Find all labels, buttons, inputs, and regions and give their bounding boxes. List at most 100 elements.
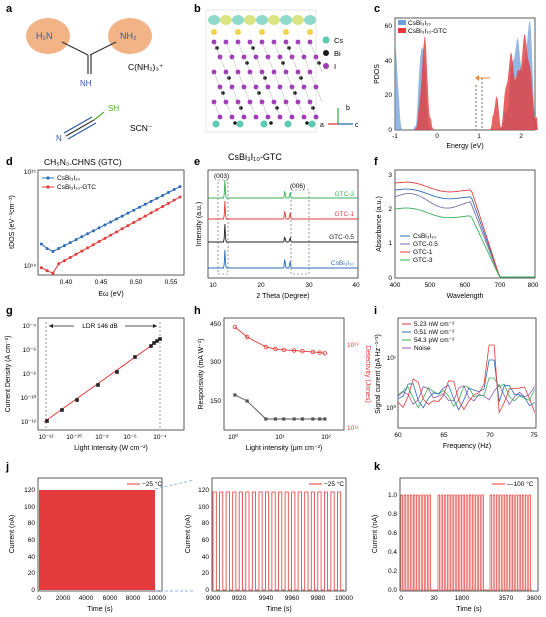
tdos-pristine-point — [120, 214, 124, 218]
h-y2tick-1: 10¹³ — [347, 342, 359, 349]
iodine-atom — [253, 114, 259, 120]
charge-lobe — [304, 15, 316, 25]
tdos-pristine-point — [57, 247, 61, 251]
n-label: N — [56, 134, 62, 143]
lattice-bond — [291, 56, 299, 73]
c-ytick-3: 60 — [385, 23, 393, 30]
charge-lobe — [244, 15, 256, 25]
nh2-right: NH₂ — [120, 31, 137, 41]
anion-label: SCN⁻ — [130, 123, 153, 133]
lattice-bond — [285, 41, 293, 58]
d-legend-0: CsBi₃I₁₀ — [57, 175, 80, 182]
lattice-bond — [231, 86, 239, 103]
k-ytick-5: 1.0 — [388, 492, 397, 499]
i-ytick-0: 10⁰ — [386, 404, 396, 412]
k-ytick-2: 0.4 — [388, 549, 397, 556]
c-xtick-3: 2 — [519, 133, 523, 140]
pdos-gtc-area — [395, 34, 538, 130]
f-legend-1: GTC-0.5 — [413, 241, 438, 248]
tdos-gtc-markers — [39, 195, 182, 275]
tdos-gtc-point — [109, 233, 113, 237]
j-xtick-4: 8000 — [126, 595, 141, 602]
tdos-pristine-point — [138, 205, 142, 209]
iodine-atom — [217, 114, 223, 120]
j-legend: −25 °C — [142, 480, 162, 488]
tdos-gtc-point — [126, 224, 130, 228]
tdos-pristine-point — [97, 226, 101, 230]
detectivity-point — [263, 344, 269, 350]
j-ytick-4: 80 — [28, 520, 36, 527]
xrd-gtc05-trace — [208, 223, 358, 243]
panel-d: d CsBi₃I₁₀ CsBi₃I₁₀-GTC 0.40 0.45 0.50 0… — [6, 156, 185, 298]
axis-a: a — [320, 122, 324, 129]
detectivity-point — [310, 349, 316, 355]
f-legend-0: CsBi₃I₁₀ — [413, 233, 436, 240]
responsivity-point — [245, 399, 249, 403]
f-xtick-4: 800 — [528, 282, 539, 289]
charge-lobe — [256, 15, 268, 25]
tdos-gtc-point — [155, 208, 159, 212]
c-xlabel: Energy (eV) — [446, 143, 483, 150]
tdos-pristine-point — [80, 235, 84, 239]
panel-b: b Cs Bi I b a c CsBi₃I₁₀-GTC — [194, 3, 359, 162]
lattice-bond — [273, 41, 281, 58]
lattice-bond — [213, 101, 221, 118]
lattice-bond — [267, 56, 275, 73]
jz-xtick-2: 9940 — [259, 595, 274, 602]
tdos-pristine-line — [41, 186, 181, 253]
lattice-bond — [213, 41, 221, 58]
tdos-pristine-point — [51, 249, 55, 253]
iodine-atom — [265, 114, 271, 120]
k-xtick-0: 0 — [399, 595, 403, 602]
h-ytick-2: 450 — [210, 321, 221, 328]
jz-ytick-5: 100 — [198, 504, 209, 511]
current-density-point — [96, 383, 100, 387]
tdos-pristine-point — [39, 242, 43, 246]
i-xtick-2: 70 — [486, 432, 494, 439]
lattice-bond — [297, 71, 305, 88]
d-ylabel: tDOS (eV⁻¹cm⁻³) — [9, 195, 16, 249]
j-xlabel: Time (s) — [87, 606, 112, 613]
orbital-right-icon — [108, 18, 152, 54]
xrd-gtc3-trace — [208, 179, 358, 199]
bismuth-atom — [269, 121, 273, 125]
jz-xtick-0: 9900 — [206, 595, 221, 602]
k-ytick-4: 0.8 — [388, 511, 397, 518]
panel-h-label: h — [194, 305, 201, 317]
panel-i-label: i — [374, 305, 377, 317]
tdos-gtc-point — [51, 271, 55, 275]
responsivity-line — [234, 394, 325, 420]
k-xtick-4: 3600 — [527, 595, 542, 602]
detectivity-line — [234, 326, 325, 354]
c-legend-0: CsBi₃I₁₀ — [408, 20, 431, 27]
sh-label: SH — [108, 104, 119, 113]
i-xtick-1: 65 — [440, 432, 448, 439]
h-y2label: Detectivity (Jones) — [364, 345, 371, 403]
d-xtick-3: 0.55 — [165, 279, 178, 286]
responsivity-point — [264, 417, 268, 421]
tdos-gtc-point — [143, 214, 147, 218]
g-xlabel: Light Intensity (W cm⁻²) — [74, 445, 148, 452]
e-xtick-0: 10 — [209, 282, 217, 289]
lattice-bond — [285, 101, 293, 118]
current-density-point — [133, 355, 137, 359]
tdos-gtc-point — [120, 227, 124, 231]
responsivity-markers — [233, 393, 327, 421]
lattice-bond — [243, 56, 251, 73]
j-xtick-2: 4000 — [79, 595, 94, 602]
tdos-pristine-markers — [39, 185, 182, 253]
tdos-pristine-point — [143, 202, 147, 206]
jz-ytick-1: 20 — [202, 570, 210, 577]
tdos-gtc-point — [80, 249, 84, 253]
abs-gtc3-line — [394, 207, 535, 278]
detectivity-point — [244, 334, 250, 340]
j-zoom-legend: −25 °C — [324, 480, 344, 488]
iodine-atom — [277, 114, 283, 120]
axis-b: b — [346, 105, 350, 112]
signal-543pw-line — [397, 377, 535, 409]
lattice-bond — [231, 56, 239, 73]
iodine-atom — [301, 114, 307, 120]
panel-f-label: f — [374, 156, 378, 168]
current-density-point — [149, 344, 153, 348]
tdos-gtc-point — [138, 217, 142, 221]
